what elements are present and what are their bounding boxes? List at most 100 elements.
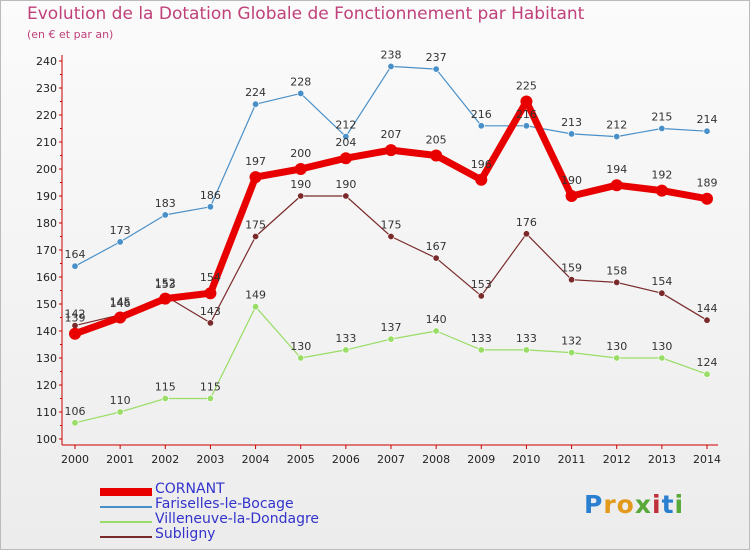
x-tick-label: 2005: [287, 453, 315, 466]
legend-label: CORNANT: [155, 481, 225, 497]
chart-title: Evolution de la Dotation Globale de Fonc…: [27, 4, 585, 24]
data-label: 212: [606, 119, 627, 132]
data-point: [114, 311, 127, 324]
data-point: [387, 335, 395, 343]
legend-swatch: [100, 488, 152, 496]
data-label: 197: [245, 155, 266, 168]
data-label: 137: [381, 321, 402, 334]
data-point: [655, 184, 668, 197]
data-point: [430, 149, 443, 162]
data-label: 238: [381, 48, 402, 61]
data-point: [159, 292, 172, 305]
data-label: 205: [426, 134, 447, 147]
data-point: [342, 346, 350, 354]
data-label: 142: [65, 308, 86, 321]
data-point: [249, 171, 262, 184]
data-label: 144: [697, 302, 718, 315]
data-point: [342, 192, 350, 200]
data-label: 200: [290, 147, 311, 160]
y-tick-label: 170: [36, 244, 57, 257]
y-tick-label: 190: [36, 190, 57, 203]
legend-swatch: [100, 506, 152, 508]
data-point: [568, 349, 576, 357]
y-tick-label: 240: [36, 55, 57, 68]
data-point: [703, 316, 711, 324]
data-label: 190: [335, 178, 356, 191]
data-label: 215: [651, 111, 672, 124]
y-tick-label: 160: [36, 271, 57, 284]
y-tick-label: 140: [36, 325, 57, 338]
data-point: [204, 287, 217, 300]
data-point: [658, 125, 666, 133]
data-label: 158: [606, 264, 627, 277]
data-label: 183: [155, 197, 176, 210]
data-point: [475, 173, 488, 186]
data-point: [252, 233, 260, 241]
series-line-subligny: [74, 195, 708, 327]
logo-letter: i: [674, 490, 685, 519]
data-point: [703, 127, 711, 135]
data-label: 152: [155, 277, 176, 290]
data-label: 176: [516, 216, 537, 229]
data-point: [613, 354, 621, 362]
logo-letter: r: [603, 490, 617, 519]
data-label: 154: [651, 275, 672, 288]
data-point: [297, 354, 305, 362]
data-label: 175: [381, 219, 402, 232]
data-label: 133: [335, 332, 356, 345]
data-point: [520, 95, 533, 108]
x-tick-label: 2002: [151, 453, 179, 466]
y-tick-label: 180: [36, 217, 57, 230]
data-label: 110: [110, 394, 131, 407]
data-label: 167: [426, 240, 447, 253]
data-point: [613, 133, 621, 141]
data-point: [161, 394, 169, 402]
logo-letter: P: [584, 490, 604, 519]
data-point: [432, 65, 440, 73]
x-tick-label: 2010: [512, 453, 540, 466]
x-tick-label: 2007: [377, 453, 405, 466]
data-label: 225: [516, 80, 537, 93]
data-label: 115: [155, 381, 176, 394]
data-label: 115: [200, 381, 221, 394]
data-point: [206, 319, 214, 327]
data-point: [69, 327, 81, 340]
data-label: 159: [561, 262, 582, 275]
y-tick-label: 210: [36, 136, 57, 149]
chart-subtitle: (en € et par an): [27, 28, 114, 41]
data-point: [252, 303, 260, 311]
data-point: [294, 163, 307, 175]
data-point: [477, 292, 485, 300]
data-point: [71, 262, 79, 270]
legend-label: Villeneuve-la-Dondagre: [155, 511, 320, 527]
x-tick-label: 2006: [332, 453, 360, 466]
data-point: [568, 130, 576, 138]
data-point: [432, 254, 440, 262]
x-tick-label: 2009: [467, 453, 495, 466]
data-label: 186: [200, 189, 221, 202]
data-point: [477, 346, 485, 354]
data-point: [658, 289, 666, 297]
data-point: [522, 346, 530, 354]
y-tick-label: 110: [36, 406, 57, 419]
data-point: [658, 354, 666, 362]
data-label: 133: [471, 332, 492, 345]
data-label: 130: [651, 340, 672, 353]
data-point: [432, 327, 440, 335]
data-label: 204: [335, 136, 356, 149]
legend-swatch: [100, 521, 152, 523]
data-point: [522, 230, 530, 238]
data-point: [206, 203, 214, 211]
data-label: 216: [471, 108, 492, 121]
data-point: [297, 192, 305, 200]
data-label: 154: [200, 271, 221, 284]
data-label: 140: [426, 313, 447, 326]
x-tick-label: 2003: [196, 453, 224, 466]
data-label: 213: [561, 116, 582, 129]
data-label: 216: [516, 108, 537, 121]
data-label: 149: [245, 289, 266, 302]
data-label: 145: [110, 296, 131, 309]
data-label: 106: [65, 405, 86, 418]
y-tick-label: 120: [36, 379, 57, 392]
